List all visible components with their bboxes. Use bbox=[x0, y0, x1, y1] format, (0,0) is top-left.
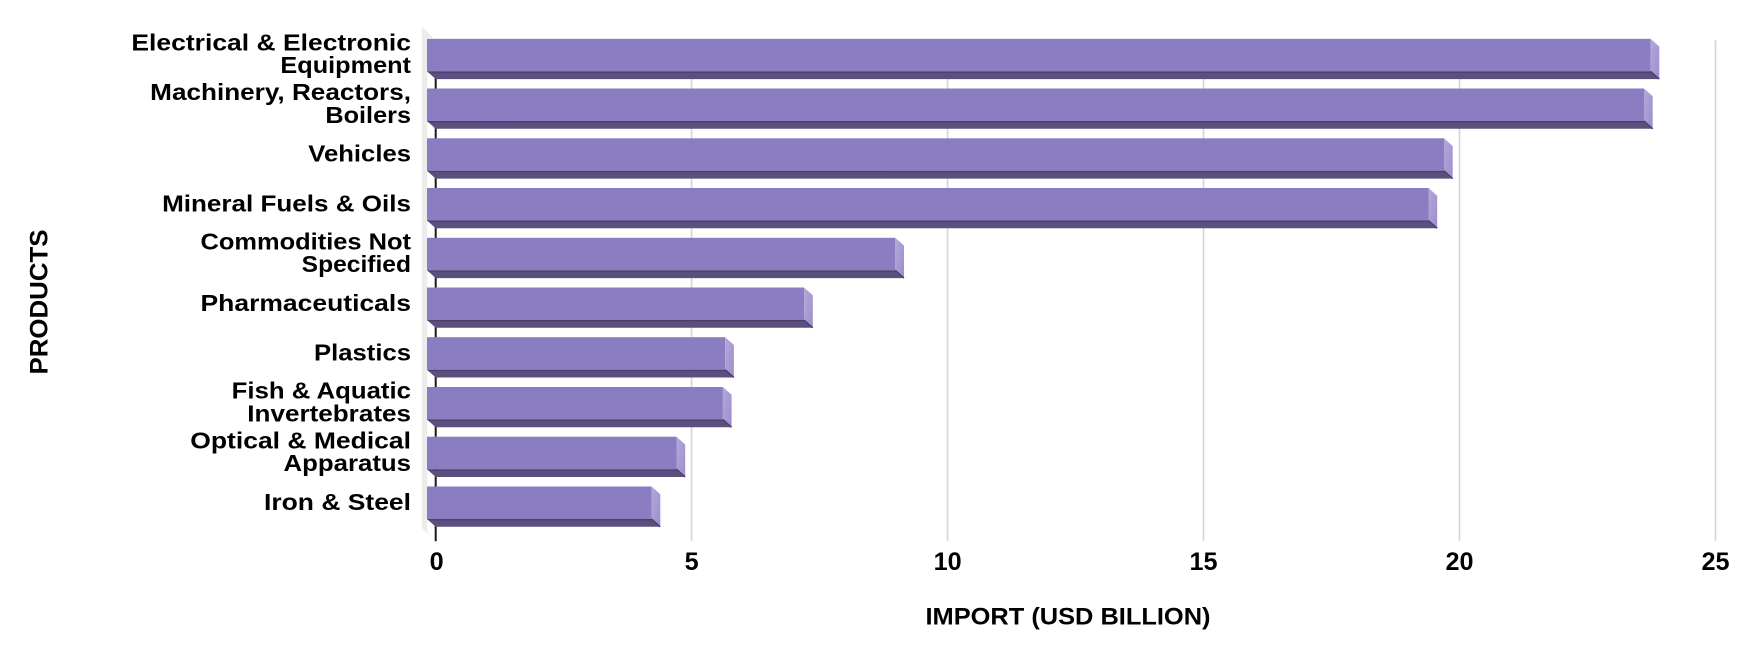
svg-text:IMPORT (USD BILLION): IMPORT (USD BILLION) bbox=[926, 604, 1211, 630]
svg-text:Iron & Steel: Iron & Steel bbox=[264, 489, 411, 515]
svg-text:Invertebrates: Invertebrates bbox=[247, 400, 411, 426]
svg-text:Plastics: Plastics bbox=[314, 340, 411, 366]
svg-text:Commodities Not: Commodities Not bbox=[201, 228, 412, 254]
svg-text:15: 15 bbox=[1189, 548, 1217, 576]
svg-text:Vehicles: Vehicles bbox=[308, 141, 411, 167]
svg-text:Equipment: Equipment bbox=[280, 52, 411, 78]
svg-text:5: 5 bbox=[685, 548, 699, 576]
svg-text:PRODUCTS: PRODUCTS bbox=[26, 230, 54, 375]
svg-text:Specified: Specified bbox=[302, 251, 411, 277]
svg-text:Electrical & Electronic: Electrical & Electronic bbox=[131, 29, 411, 55]
svg-text:Mineral Fuels & Oils: Mineral Fuels & Oils bbox=[162, 191, 411, 217]
svg-text:20: 20 bbox=[1445, 548, 1473, 576]
svg-text:Boilers: Boilers bbox=[325, 102, 411, 128]
svg-text:25: 25 bbox=[1701, 548, 1729, 576]
svg-text:Fish & Aquatic: Fish & Aquatic bbox=[232, 378, 411, 404]
svg-text:10: 10 bbox=[934, 548, 962, 576]
svg-text:Pharmaceuticals: Pharmaceuticals bbox=[201, 290, 412, 316]
svg-text:Machinery, Reactors,: Machinery, Reactors, bbox=[150, 79, 411, 105]
svg-text:Apparatus: Apparatus bbox=[284, 450, 412, 476]
svg-text:Optical & Medical: Optical & Medical bbox=[190, 427, 411, 453]
svg-text:0: 0 bbox=[430, 548, 444, 576]
